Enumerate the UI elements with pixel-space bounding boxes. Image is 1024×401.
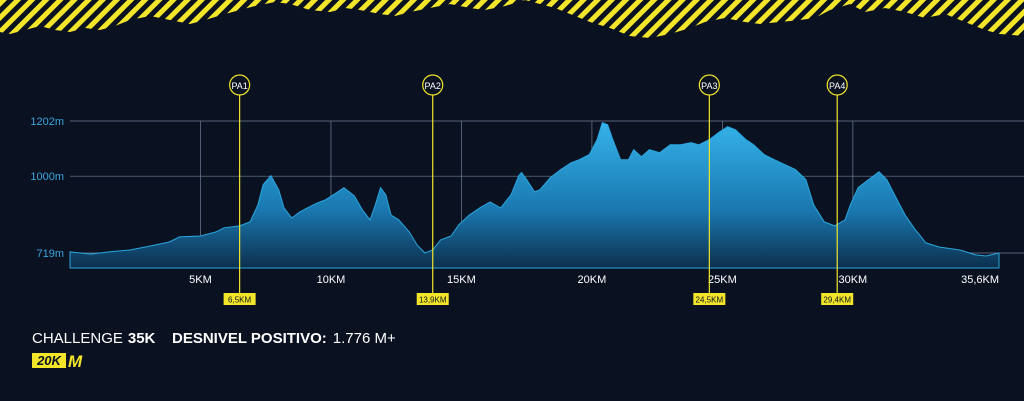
marker-label: PA4	[829, 81, 845, 91]
gain-value: 1.776 M+	[333, 330, 396, 347]
marker-tag	[821, 293, 854, 305]
marker-x-label: 29,4KM	[823, 296, 851, 305]
x-tick-label: 10KM	[317, 274, 346, 286]
marker-label: PA2	[425, 81, 441, 91]
marker-tag	[693, 293, 726, 305]
y-tick-label: 1202m	[30, 116, 64, 128]
marker-tag	[416, 293, 449, 305]
marker-circle	[422, 74, 444, 96]
markers: PA1 6,5KM PA2 13,9KM PA3 24,5KM PA4 29,4KM	[223, 74, 854, 305]
plot	[69, 121, 1000, 269]
x-tick-label: 5KM	[189, 274, 212, 286]
race-distance: 35K	[128, 330, 156, 347]
marker-label: PA3	[701, 81, 717, 91]
marker-x-label: 24,5KM	[696, 296, 724, 305]
footer: CHALLENGE 35K DESNIVEL POSITIVO: 1.776 M+ …	[32, 330, 396, 371]
x-tick-label: 15KM	[447, 274, 476, 286]
logo-mark: M	[68, 352, 83, 371]
marker-circle	[229, 74, 251, 96]
y-tick-label: 1000m	[30, 171, 64, 183]
marker-tag	[223, 293, 256, 305]
x-tick-label: 25KM	[708, 274, 737, 286]
marker-circle	[698, 74, 720, 96]
x-tick-label: 20KM	[578, 274, 607, 286]
logo-box	[32, 353, 66, 368]
marker-x-label: 13,9KM	[419, 296, 447, 305]
marker-x-label: 6,5KM	[228, 296, 251, 305]
marker-circle	[826, 74, 848, 96]
x-tick-label: 30KM	[838, 274, 867, 286]
x-tick-label: 35,6KM	[961, 274, 999, 286]
race-name: CHALLENGE 35K	[32, 330, 156, 347]
y-tick-label: 719m	[36, 248, 64, 260]
striped-banner	[0, 0, 1024, 38]
elevation-gain: DESNIVEL POSITIVO: 1.776 M+	[172, 330, 396, 347]
logo-text: 20K	[36, 353, 62, 368]
elevation-area	[69, 121, 1000, 269]
marker-label: PA1	[231, 81, 247, 91]
race-label: CHALLENGE	[32, 330, 123, 347]
gain-label: DESNIVEL POSITIVO:	[172, 330, 327, 347]
